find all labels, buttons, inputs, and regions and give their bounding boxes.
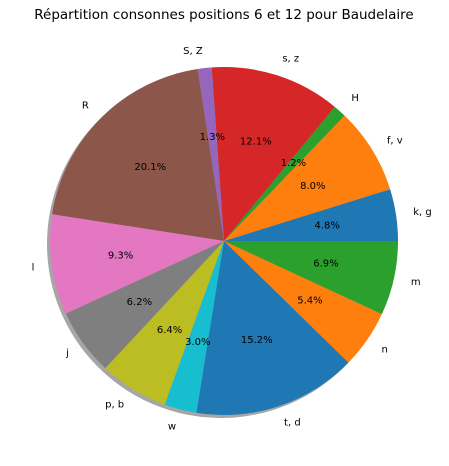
chart-title: Répartition consonnes positions 6 et 12 …	[34, 7, 414, 23]
slice-label-w-9: w	[168, 421, 176, 432]
slice-label-l-6: l	[32, 262, 35, 273]
slice-label-k-g-0: k, g	[413, 207, 432, 218]
percent-label-r-5: 20.1%	[134, 162, 166, 173]
slice-label-s-z-4: S, Z	[183, 46, 203, 57]
percent-label-p-b-8: 6.4%	[157, 325, 182, 336]
slice-label-t-d-10: t, d	[284, 418, 301, 429]
percent-labels: 4.8% 8.0% 1.2% 12.1% 1.3% 20.1% 9.3% 6.2% 6.4%3.…	[108, 132, 340, 348]
slice-label-p-b-8: p, b	[105, 399, 124, 410]
pie-slice-m-12	[224, 241, 398, 315]
pie-slice-f-v-1	[224, 115, 391, 241]
pie-slice-k-g-0	[224, 189, 398, 241]
pie-slice-h-2	[224, 106, 345, 241]
pie-slice-n-11	[224, 241, 382, 363]
percent-label-s-z-3: 12.1%	[240, 137, 272, 148]
pie-slice-t-d-10	[196, 241, 349, 415]
percent-label-s-z-4: 1.3%	[200, 132, 225, 143]
percent-label-w-9: 3.0%	[185, 337, 210, 348]
percent-label-m-12: 6.9%	[313, 258, 338, 269]
percent-label-j-7: 6.2%	[127, 297, 152, 308]
pie-slice-w-9	[164, 241, 224, 413]
percent-label-n-11: 5.4%	[297, 295, 322, 306]
percent-label-l-6: 9.3%	[108, 250, 133, 261]
pie-slice-s-z-3	[211, 67, 335, 241]
percent-label-k-g-0: 4.8%	[315, 220, 340, 231]
slice-labels: k, g f, v Hs, z S, Z Rl j p, b w t, d n m	[32, 46, 432, 433]
pie-slice-l-6	[49, 214, 224, 314]
pie-slice-p-b-8	[105, 241, 224, 405]
pie-slice-r-5	[52, 69, 224, 241]
slice-label-j-7: j	[65, 348, 69, 359]
slice-label-h-2: H	[351, 93, 359, 104]
percent-label-t-d-10: 15.2%	[241, 335, 273, 346]
percent-label-f-v-1: 8.0%	[300, 181, 325, 192]
slice-label-s-z-3: s, z	[282, 54, 299, 65]
pie-slice-j-7	[65, 241, 224, 369]
slice-label-r-5: R	[82, 101, 89, 112]
pie-slice-s-z-4	[197, 67, 224, 241]
slice-label-m-12: m	[411, 277, 421, 288]
percent-label-h-2: 1.2%	[281, 158, 306, 169]
slice-label-f-v-1: f, v	[387, 135, 403, 146]
pie-slices	[49, 67, 398, 415]
slice-label-n-11: n	[382, 345, 388, 356]
